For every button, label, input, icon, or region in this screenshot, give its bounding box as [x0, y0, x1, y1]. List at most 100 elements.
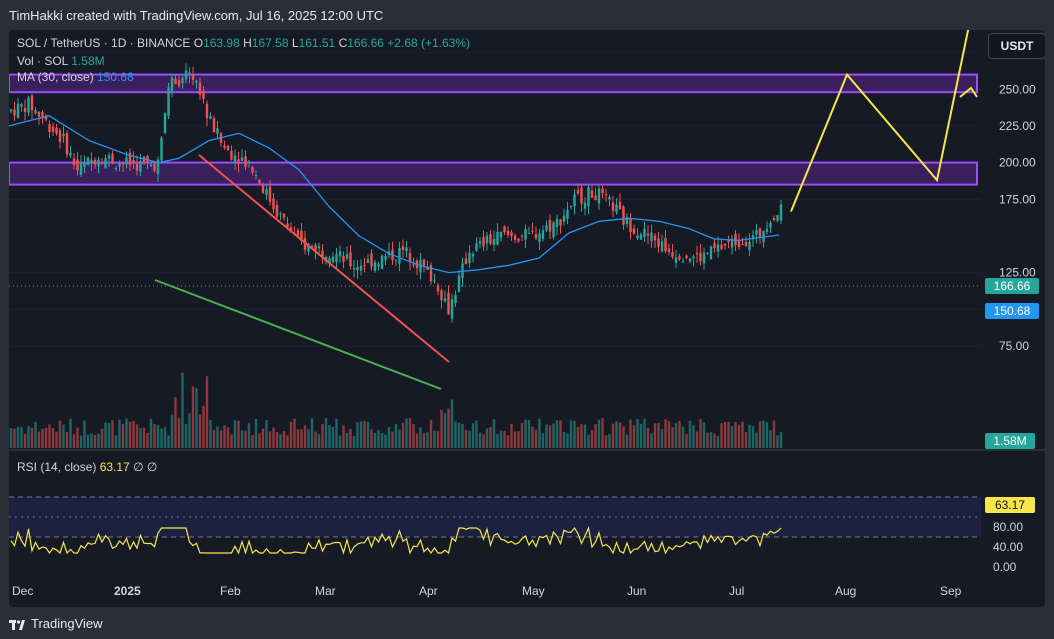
candle-body	[506, 230, 510, 236]
candle-body	[636, 235, 639, 239]
volume-bar	[153, 424, 156, 448]
volume-bar	[744, 432, 748, 448]
candle-body	[20, 104, 23, 107]
volume-bar	[125, 418, 128, 448]
volume-bar	[293, 418, 296, 448]
candle-body	[170, 77, 174, 93]
candle-body	[625, 217, 629, 225]
volume-bar	[352, 435, 356, 448]
change-value: +2.68 (+1.63%)	[387, 36, 471, 50]
candle-body	[258, 179, 261, 184]
volume-bar	[338, 435, 342, 448]
volume-bar	[356, 422, 359, 448]
volume-bar	[149, 418, 153, 448]
volume-bar	[79, 435, 83, 448]
candle-body	[485, 235, 489, 244]
price-zone	[9, 161, 978, 186]
currency-button[interactable]: USDT	[988, 33, 1045, 59]
volume-bar	[240, 430, 244, 448]
candle-body	[90, 159, 93, 164]
candle-body	[366, 259, 370, 263]
candle-body	[538, 233, 541, 242]
volume-bar	[195, 388, 198, 448]
price-chart[interactable]: 300.00275.00250.00225.00200.00175.00125.…	[9, 30, 1045, 607]
volume-legend[interactable]: Vol · SOL 1.58M	[17, 54, 105, 68]
volume-bar	[268, 431, 272, 448]
symbol-name: SOL / TetherUS · 1D · BINANCE	[17, 36, 191, 50]
volume-bar	[520, 422, 524, 448]
volume-bar	[219, 430, 223, 448]
candle-body	[454, 294, 457, 304]
time-axis[interactable]: Dec 2025 Feb Mar Apr May Jun Jul Aug Sep	[12, 584, 962, 598]
candle-body	[429, 265, 433, 282]
volume-bar	[296, 429, 300, 448]
chart-frame[interactable]: 300.00275.00250.00225.00200.00175.00125.…	[9, 30, 1045, 607]
volume-tag-bg	[985, 433, 1035, 449]
candle-body	[111, 153, 114, 164]
volume-bar	[48, 424, 51, 448]
rsi-axis[interactable]: 80.00 40.00 0.00	[993, 520, 1023, 574]
candle-body	[552, 222, 555, 238]
rsi-legend[interactable]: RSI (14, close) 63.17 ∅ ∅	[17, 460, 157, 474]
volume-bar	[34, 422, 37, 448]
candle-body	[706, 252, 709, 254]
candle-body	[30, 95, 34, 111]
volume-bar	[314, 431, 317, 448]
top-bar: TimHakki created with TradingView.com, J…	[0, 0, 1054, 30]
candle-body	[37, 111, 41, 117]
volume-bar	[93, 434, 97, 448]
volume-bar	[118, 419, 121, 448]
volume-bar	[492, 419, 496, 448]
tradingview-logo[interactable]: TradingView	[9, 616, 103, 631]
candle-body	[513, 235, 517, 240]
bottom-bar: TradingView	[0, 607, 1054, 639]
volume-bar	[265, 419, 268, 448]
symbol-legend[interactable]: SOL / TetherUS · 1D · BINANCE O163.98 H1…	[17, 36, 470, 50]
volume-bar	[447, 408, 450, 448]
volume-bar	[366, 421, 370, 448]
candle-body	[398, 248, 401, 264]
volume-bar	[335, 418, 338, 448]
open-value: 163.98	[203, 36, 240, 50]
candle-body	[447, 292, 450, 315]
volume-bar	[741, 421, 744, 448]
candle-body	[65, 133, 69, 155]
candle-body	[321, 250, 324, 257]
candle-body	[713, 243, 716, 248]
candle-body	[692, 256, 695, 259]
candle-body	[62, 133, 65, 137]
candle-body	[608, 196, 611, 200]
time-tick: Aug	[835, 584, 856, 598]
volume-bar	[391, 431, 394, 448]
candle-body	[748, 241, 751, 251]
volume-bar	[538, 418, 541, 448]
volume-bar	[97, 433, 100, 448]
candle-body	[531, 230, 534, 232]
volume-bar	[30, 427, 34, 448]
candle-body	[671, 252, 674, 257]
candle-body	[13, 109, 16, 116]
volume-bar	[251, 434, 254, 448]
candle-body	[268, 186, 272, 202]
candle-body	[527, 232, 531, 234]
candle-body	[226, 146, 230, 151]
candle-body	[114, 167, 118, 169]
candle-body	[72, 158, 76, 166]
low-key: L	[291, 36, 299, 50]
volume-bar	[289, 421, 293, 448]
ma-legend[interactable]: MA (30, close) 150.68	[17, 70, 134, 84]
volume-bar	[114, 435, 118, 448]
volume-label: Vol · SOL	[17, 54, 68, 68]
volume-bar	[769, 430, 772, 448]
volume-bar	[524, 419, 527, 448]
volume-bar	[646, 427, 650, 448]
candle-body	[254, 174, 258, 176]
volume-bar	[104, 422, 107, 448]
candle-body	[384, 256, 387, 261]
candle-body	[720, 244, 723, 249]
volume-bar	[737, 424, 741, 448]
volume-bar	[636, 419, 639, 448]
volume-bar	[475, 420, 478, 448]
volume-bar	[401, 423, 405, 448]
volume-bar	[13, 428, 16, 448]
